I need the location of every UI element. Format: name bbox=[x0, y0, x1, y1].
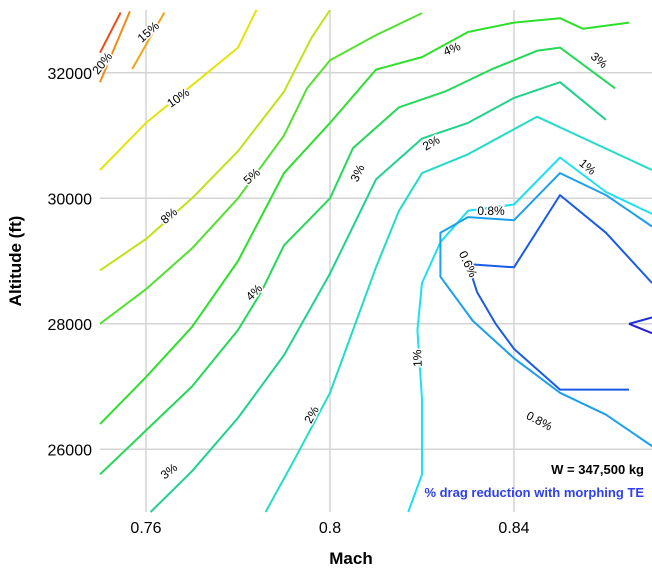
x-tick-label: 0.76 bbox=[130, 520, 161, 537]
contour-line bbox=[628, 322, 652, 335]
contour-label: 0.8% bbox=[524, 408, 555, 433]
contour-label: 0.6% bbox=[456, 249, 480, 280]
y-tick-label: 32000 bbox=[48, 66, 93, 83]
contour-line bbox=[131, 12, 166, 70]
contour-label: 2% bbox=[420, 132, 442, 153]
contour-label: 1% bbox=[410, 349, 425, 367]
contour-line bbox=[99, 12, 122, 54]
weight-annotation: W = 347,500 kg bbox=[551, 462, 644, 477]
contour-line bbox=[264, 115, 652, 513]
x-tick-label: 0.8 bbox=[319, 520, 341, 537]
y-axis-title: Altitude (ft) bbox=[6, 216, 25, 307]
contour-label: 2% bbox=[301, 404, 322, 426]
contour-labels: 20%15%10%8%5%4%4%3%3%3%2%2%1%1%0.8%0.8%0… bbox=[88, 17, 612, 484]
x-tick-label: 0.84 bbox=[498, 520, 529, 537]
x-ticks: 0.76 0.8 0.84 bbox=[130, 520, 529, 537]
contour-line bbox=[99, 9, 258, 171]
contour-lines bbox=[99, 9, 652, 513]
contour-line bbox=[99, 17, 630, 425]
contour-line bbox=[439, 172, 652, 448]
contour-label: 3% bbox=[588, 49, 611, 71]
contour-line bbox=[99, 46, 616, 476]
x-axis-title: Mach bbox=[329, 549, 372, 568]
contour-line bbox=[407, 156, 652, 513]
contour-label: 4% bbox=[243, 281, 265, 303]
contour-line bbox=[99, 10, 131, 83]
contour-label: 0.8% bbox=[477, 204, 505, 218]
contour-label: 4% bbox=[441, 39, 463, 59]
contour-label: 3% bbox=[158, 460, 181, 482]
contour-label: 1% bbox=[576, 156, 599, 178]
contour-line bbox=[99, 12, 423, 325]
description-annotation: % drag reduction with morphing TE bbox=[424, 485, 644, 500]
y-tick-label: 26000 bbox=[48, 442, 93, 459]
y-ticks: 26000 28000 30000 32000 bbox=[48, 66, 93, 460]
contour-line bbox=[467, 194, 652, 391]
contour-label: 8% bbox=[158, 205, 181, 227]
contour-label: 3% bbox=[348, 162, 368, 184]
contour-line bbox=[149, 81, 607, 513]
y-tick-label: 28000 bbox=[48, 317, 93, 334]
y-tick-label: 30000 bbox=[48, 191, 93, 208]
contour-line bbox=[628, 316, 652, 325]
contour-line bbox=[99, 9, 331, 272]
